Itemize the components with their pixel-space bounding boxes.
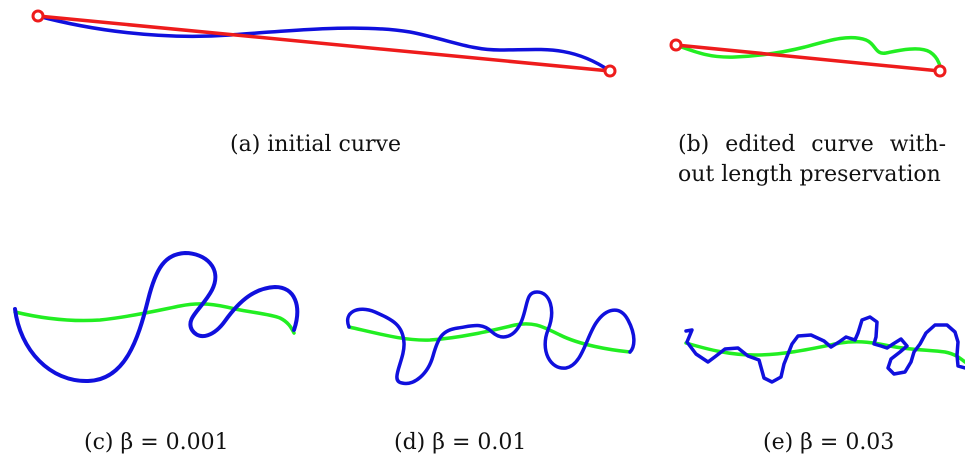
initial-curve <box>36 14 612 73</box>
edited-curve-e <box>684 340 965 364</box>
endpoint-end-b <box>933 64 947 78</box>
panel-c <box>13 251 300 384</box>
caption-d: (d) β = 0.01 <box>394 430 527 455</box>
straight-line-b <box>674 43 942 73</box>
preserved-curve-c <box>13 251 300 384</box>
caption-b-line1: (b) edited curve with- <box>678 132 946 157</box>
panel-e <box>684 315 965 384</box>
panel-a <box>31 9 617 78</box>
edited-curve-c <box>13 302 296 335</box>
caption-b-line2: out length preservation <box>678 162 941 187</box>
endpoint-start-a <box>31 9 45 23</box>
caption-c: (c) β = 0.001 <box>84 430 229 455</box>
preserved-curve-d <box>345 290 636 386</box>
caption-b: (b) edited curve with- out length preser… <box>678 130 958 190</box>
preserved-curve-e <box>684 315 965 384</box>
panel-b <box>669 35 947 78</box>
endpoint-start-b <box>669 38 683 52</box>
edited-curve-b <box>674 35 942 73</box>
endpoint-end-a <box>603 64 617 78</box>
panel-d <box>345 290 636 386</box>
caption-e: (e) β = 0.03 <box>763 430 895 455</box>
caption-a: (a) initial curve <box>230 132 401 157</box>
straight-line-a <box>36 14 612 73</box>
